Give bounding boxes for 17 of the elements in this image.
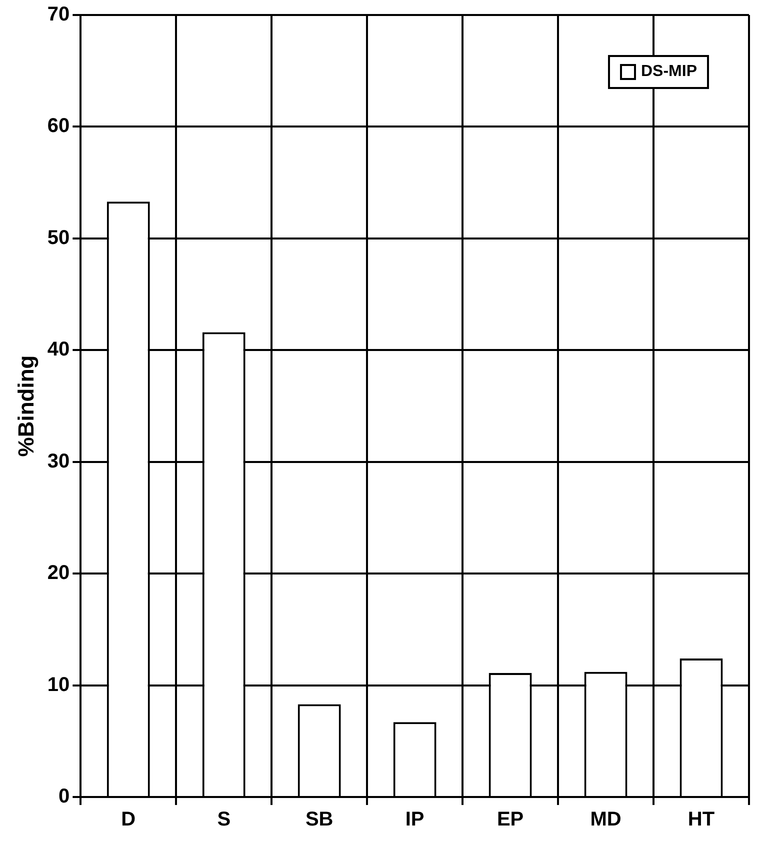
x-tick-label: S (217, 808, 231, 831)
x-tick-label: EP (496, 808, 524, 831)
y-tick-label: 40 (47, 338, 70, 361)
y-tick-label: 20 (47, 562, 70, 584)
text: DS-MIP (641, 63, 697, 81)
x-tick-label: HT (688, 808, 715, 831)
y-tick-label: 30 (47, 450, 70, 472)
y-tick-label: 10 (47, 674, 70, 696)
x-tick-label: D (121, 808, 136, 831)
x-tick-label: MD (590, 808, 622, 831)
y-tick-label: 60 (47, 115, 70, 138)
x-tick-label: SB (305, 808, 334, 831)
y-tick-label: 50 (47, 226, 70, 249)
y-axis-title: %Binding (13, 355, 38, 457)
y-tick-label: 70 (47, 4, 70, 26)
y-tick-label: 0 (58, 786, 70, 808)
x-tick-label: IP (405, 808, 424, 831)
